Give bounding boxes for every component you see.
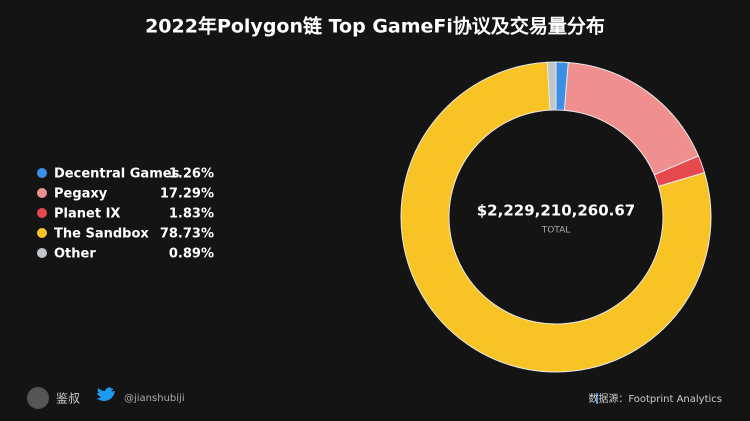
- author: 鉴叔: [56, 392, 80, 406]
- legend-label: Decentral Games: [54, 167, 180, 182]
- center-value: $2,229,210,260.67: [477, 202, 635, 220]
- legend-value: 1.83%: [169, 207, 214, 222]
- handle: @jianshubiji: [124, 393, 185, 404]
- slice: [546, 61, 557, 111]
- avatar: [27, 387, 49, 409]
- legend-dot: [37, 228, 47, 238]
- legend-dot: [37, 168, 47, 178]
- legend-dot: [37, 208, 47, 218]
- legend-value: 0.89%: [169, 247, 214, 262]
- legend-value: 17.29%: [160, 187, 214, 202]
- slice: [400, 61, 712, 373]
- chart-title: 2022年Polygon链 Top GameFi协议及交易量分布: [145, 15, 605, 38]
- legend-label: Other: [54, 247, 96, 262]
- twitter-icon: [96, 387, 115, 401]
- source: 数据源：Footprint Analytics: [588, 392, 722, 405]
- legend-label: Planet IX: [54, 207, 120, 222]
- center-label: TOTAL: [541, 226, 571, 236]
- legend-dot: [37, 248, 47, 258]
- source-bar: [596, 393, 598, 404]
- legend-value: 1.26%: [169, 167, 214, 182]
- legend-dot: [37, 188, 47, 198]
- legend-label: The Sandbox: [54, 227, 149, 242]
- legend-value: 78.73%: [160, 227, 214, 242]
- legend-label: Pegaxy: [54, 187, 108, 202]
